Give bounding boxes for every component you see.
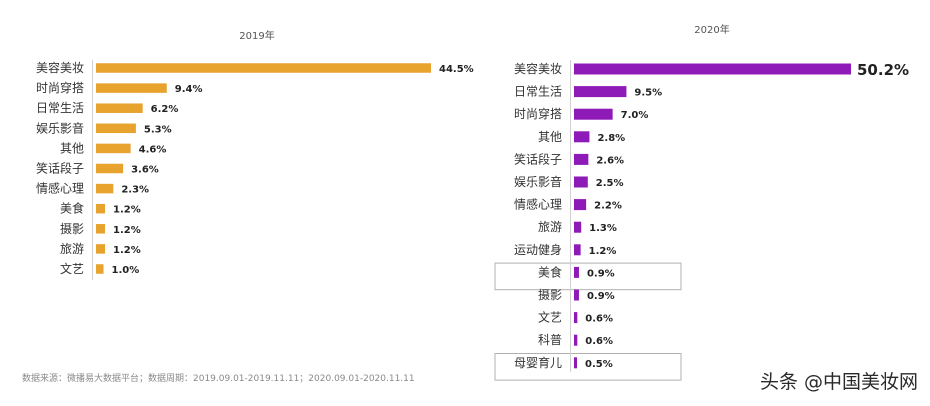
bar [574,63,851,75]
watermark-text: 头条 @中国美妆网 [759,371,918,393]
bar [96,63,431,73]
value-label: 9.5% [634,88,662,99]
bar [96,183,114,194]
category-label: 笑话段子 [36,161,84,176]
category-label: 日常生活 [514,85,562,99]
value-label: 50.2% [857,61,909,79]
value-label: 0.6% [585,314,613,325]
category-label: 其他 [60,141,84,155]
category-label: 时尚穿搭 [36,80,84,95]
category-label: 情感心理 [514,197,562,212]
value-label: 0.6% [585,336,613,347]
category-label: 科普 [538,333,562,347]
bar [574,199,587,211]
data-source-note: 数据来源：微播易大数据平台；数据周期：2019.09.01-2019.11.11… [22,374,415,384]
value-label: 2.5% [596,178,624,189]
value-label: 1.3% [589,223,617,234]
bar [574,334,578,346]
value-label: 2.6% [596,155,624,166]
category-label: 美容美妆 [36,60,84,75]
highlight-box [494,353,682,381]
category-label: 文艺 [60,261,84,276]
bar [96,244,106,254]
chart-title-2019: 2019年 [239,29,274,42]
category-label: 美容美妆 [514,61,562,76]
category-label: 摄影 [60,221,84,236]
chart-2019: 2019年 美容美妆时尚穿搭日常生活娱乐影音其他笑话段子情感心理美食摄影旅游文艺… [36,29,474,280]
category-label: 美食 [60,201,84,216]
value-label: 0.9% [587,291,615,302]
category-label: 其他 [538,130,562,144]
bar [574,221,582,233]
value-label: 2.2% [594,201,622,212]
value-label: 0.9% [587,268,615,279]
category-label: 时尚穿搭 [514,106,562,121]
category-label: 笑话段子 [514,151,562,166]
bar [574,244,581,256]
bar [574,289,579,301]
bar [574,176,588,188]
bar [96,163,124,174]
value-label: 1.2% [113,225,141,236]
bar [96,103,143,113]
bar [574,266,579,278]
category-label: 母婴育儿 [514,355,562,370]
value-label: 9.4% [175,84,203,95]
bar [96,264,104,274]
value-label: 6.2% [151,104,179,115]
category-label: 文艺 [538,310,562,325]
value-label: 1.2% [113,205,141,216]
value-label: 2.8% [597,133,625,144]
category-label: 情感心理 [36,181,84,196]
value-label: 44.5% [439,64,474,75]
category-label: 娱乐影音 [514,174,562,189]
bar [574,86,627,98]
category-label: 日常生活 [36,101,84,115]
value-label: 5.3% [144,124,172,135]
value-label: 1.2% [113,245,141,256]
category-label: 摄影 [538,287,562,302]
value-label: 4.6% [139,144,167,155]
value-label: 1.0% [112,265,140,276]
bar [96,83,167,93]
chart-title-2020: 2020年 [694,23,729,36]
bar [96,224,106,234]
category-label: 运动健身 [514,242,562,257]
bar [574,153,589,165]
chart-2020: 2020年 美容美妆日常生活时尚穿搭其他笑话段子娱乐影音情感心理旅游运动健身美食… [494,23,909,381]
bar [574,357,577,369]
bar [96,203,106,214]
value-label: 7.0% [621,110,649,121]
value-label: 0.5% [585,359,613,370]
category-label: 娱乐影音 [36,120,84,135]
value-label: 1.2% [589,246,617,257]
category-label: 美食 [538,264,562,279]
category-label: 旅游 [60,242,84,256]
bar [96,123,136,134]
bar [96,143,131,154]
value-label: 3.6% [131,165,159,176]
category-label: 旅游 [538,220,562,234]
value-label: 2.3% [121,185,149,196]
bar [574,131,590,143]
bar [574,108,613,120]
bar [574,312,578,324]
highlight-box [494,262,682,291]
